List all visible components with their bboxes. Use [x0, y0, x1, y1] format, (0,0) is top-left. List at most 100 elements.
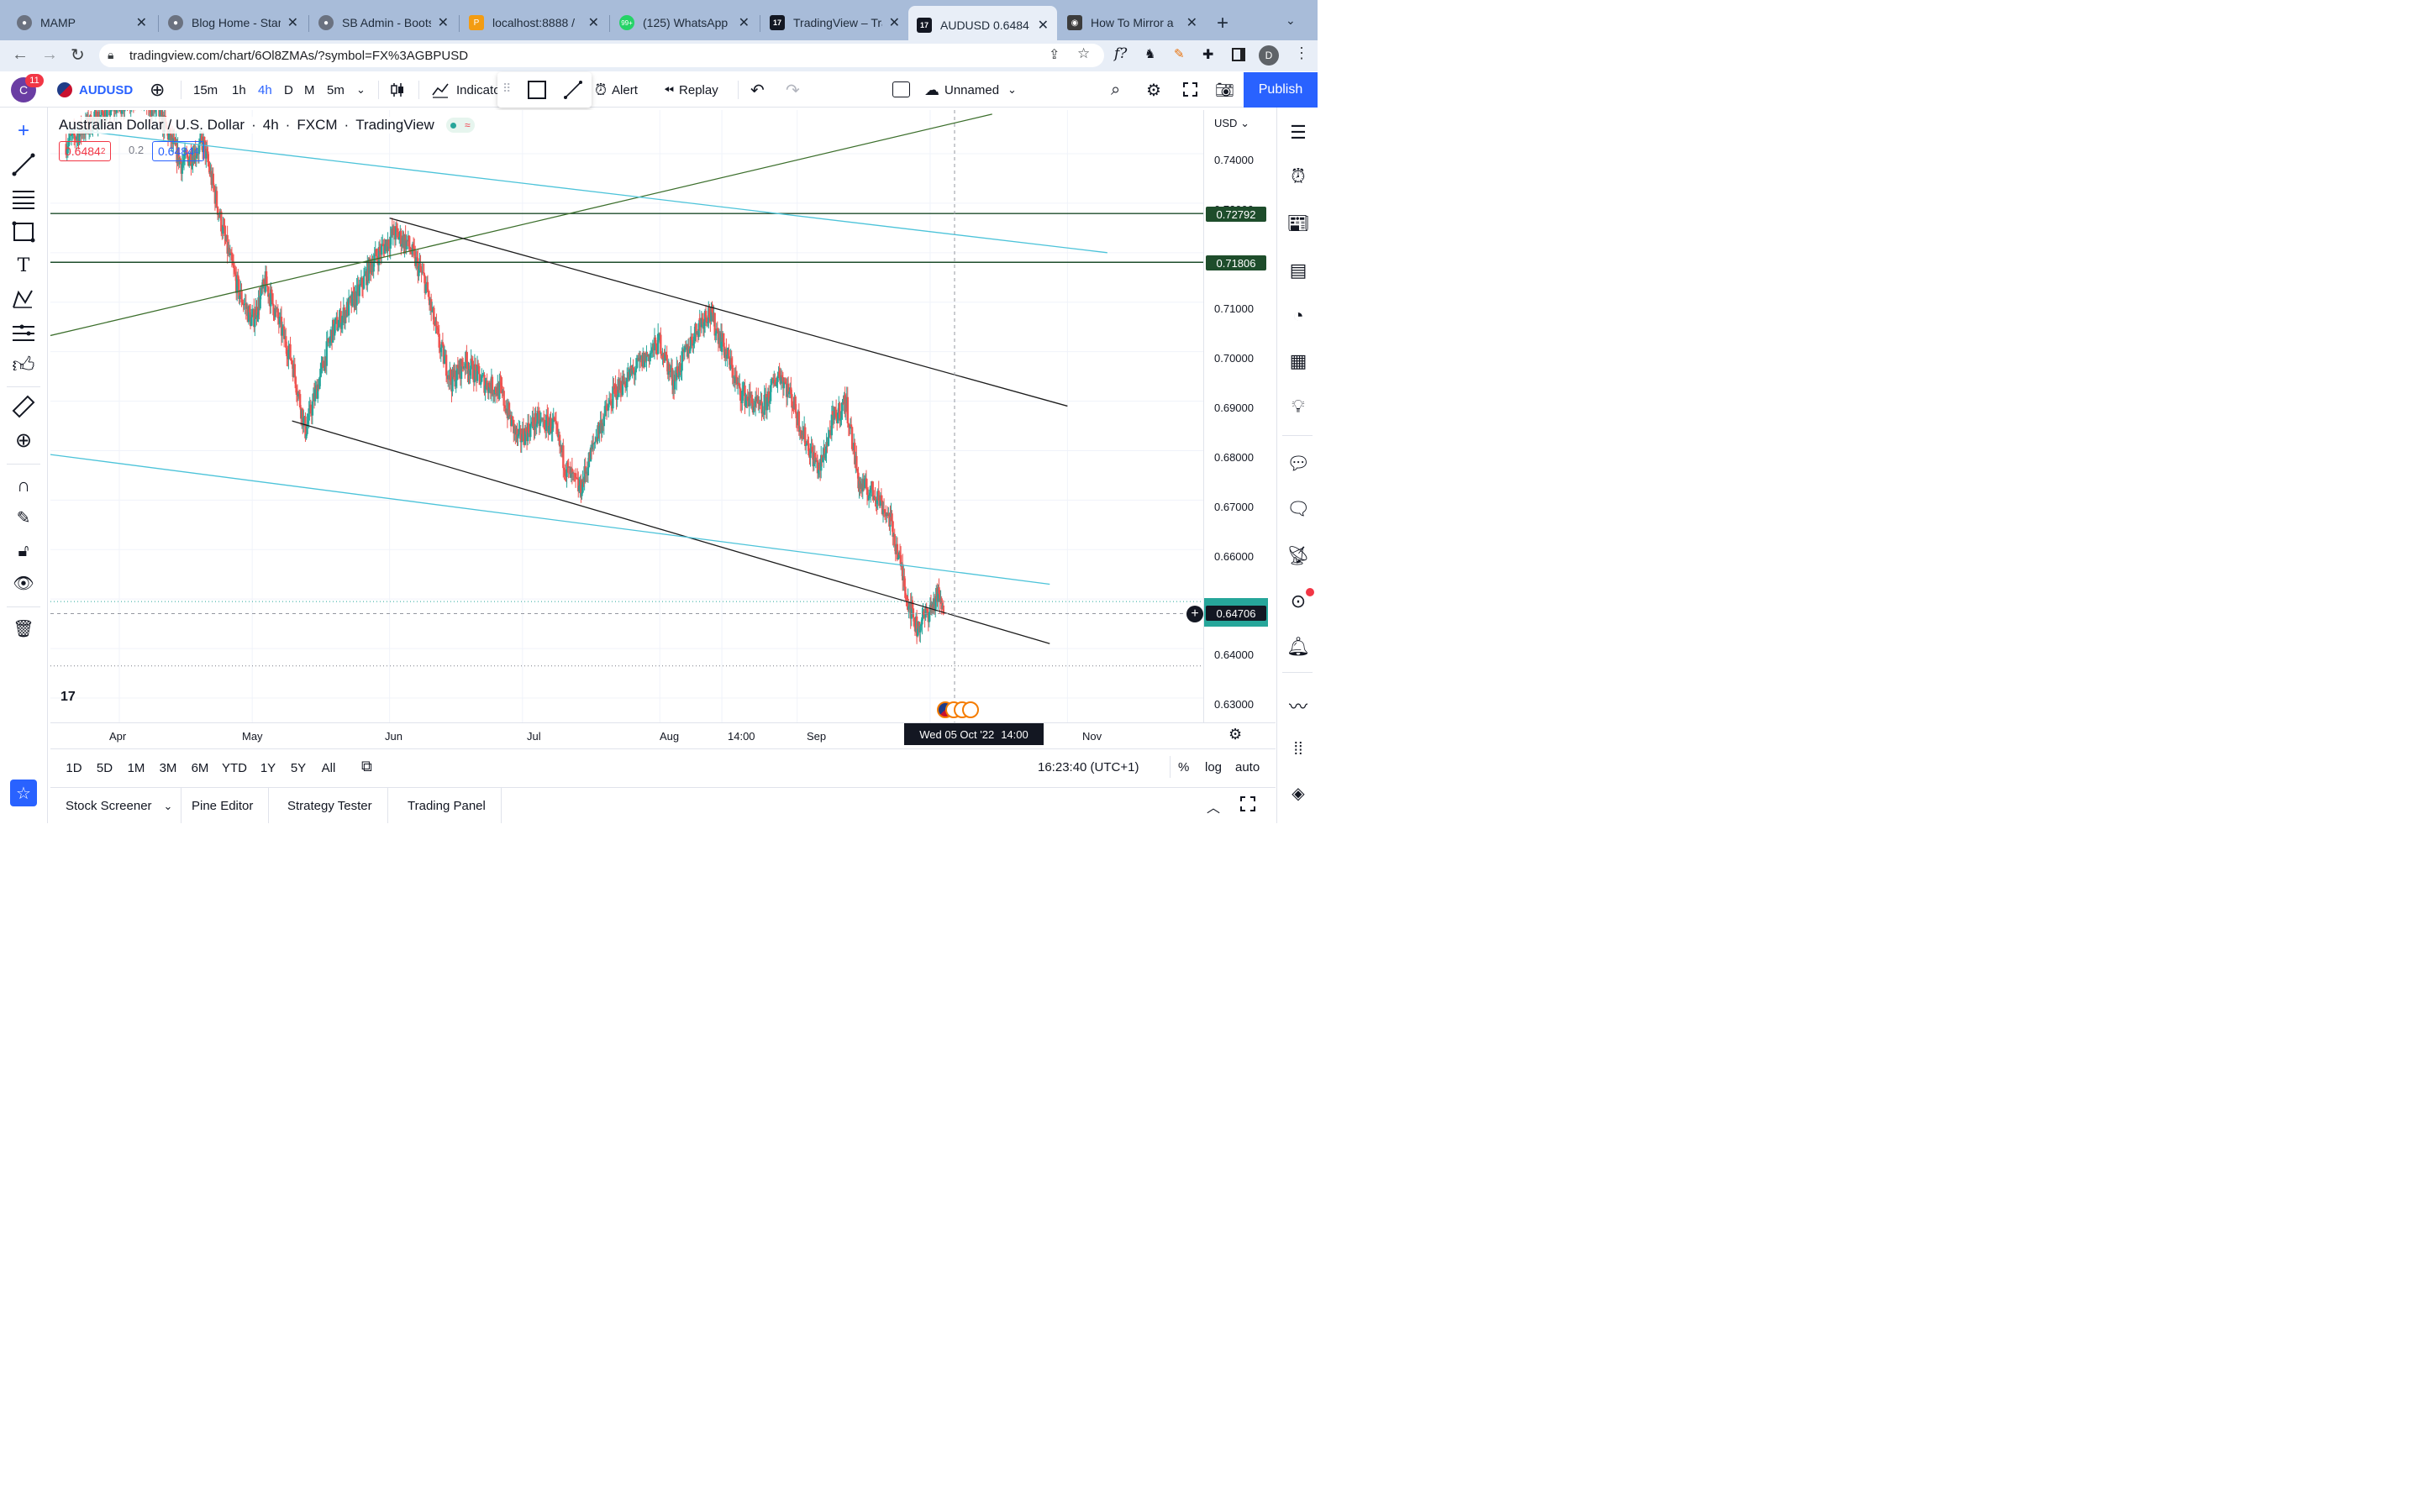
shape-tool-icon[interactable] — [10, 218, 37, 245]
rectangle-tool-icon[interactable] — [528, 81, 546, 99]
lock-drawings-icon[interactable]: 🔓︎ — [18, 541, 29, 560]
sell-button[interactable]: 0.6484 2 — [59, 141, 112, 161]
chart-pane[interactable]: Australian Dollar / U.S. Dollar · 4h · F… — [50, 110, 1203, 722]
close-tab-icon[interactable]: ✕ — [1037, 18, 1049, 33]
profile-avatar[interactable]: D — [1259, 45, 1279, 66]
bookmark-star-icon[interactable]: ☆ — [1077, 45, 1091, 61]
sidepanel-icon[interactable] — [1232, 48, 1245, 61]
news-icon[interactable]: 📰︎ — [1286, 213, 1310, 234]
search-icon[interactable]: ⌕ — [1111, 80, 1121, 99]
trend-line-icon[interactable] — [10, 151, 37, 178]
streams-icon[interactable]: 📡︎ — [1286, 545, 1310, 566]
event-icon[interactable] — [962, 701, 979, 718]
stay-drawing-icon[interactable]: ✎ — [16, 508, 31, 528]
close-tab-icon[interactable]: ✕ — [135, 16, 147, 30]
broadcast-icon[interactable]: ⊙ — [1290, 591, 1307, 612]
maximize-panel-icon[interactable] — [1240, 796, 1255, 811]
range-button-1y[interactable]: 1Y — [260, 760, 276, 775]
fullscreen-icon[interactable] — [1183, 82, 1197, 97]
layout-name-button[interactable]: ☁︎ Unnamed ⌄ — [924, 72, 1017, 108]
layout-select-icon[interactable] — [892, 81, 910, 97]
close-tab-icon[interactable]: ✕ — [287, 16, 298, 30]
pen-extension-icon[interactable]: ✎ — [1174, 47, 1185, 61]
tradingview-logo[interactable]: 17 — [60, 690, 76, 704]
symbol-search-button[interactable]: AUDUSD — [57, 72, 133, 108]
ideas-lightbulb-icon[interactable]: 💡︎ — [1292, 396, 1305, 417]
undo-icon[interactable]: ↶ — [750, 81, 765, 100]
chevron-down-icon[interactable]: ⌄ — [163, 799, 173, 812]
layers-icon[interactable]: ◈ — [1292, 784, 1305, 803]
trading-panel-tab[interactable]: Trading Panel — [392, 788, 502, 823]
thumbs-up-icon[interactable]: 👍︎ — [12, 351, 35, 377]
interval-15m[interactable]: 15m — [193, 72, 218, 108]
replay-button[interactable]: ⏪︎ Replay — [664, 72, 718, 108]
auto-toggle[interactable]: auto — [1235, 760, 1260, 774]
indicators-button[interactable]: Indicato — [431, 72, 501, 108]
pattern-tool-icon[interactable] — [10, 286, 37, 312]
legend-symbol-title[interactable]: Australian Dollar / U.S. Dollar — [59, 117, 245, 133]
interval-5m[interactable]: 5m — [327, 72, 345, 108]
share-icon[interactable]: ⇪ — [1049, 48, 1060, 62]
range-button-5d[interactable]: 5D — [96, 760, 113, 775]
alerts-clock-icon[interactable]: ⏰︎ — [1291, 165, 1306, 186]
compare-add-icon[interactable]: ⊕ — [150, 79, 166, 100]
favorites-star-icon[interactable]: ☆ — [10, 780, 37, 806]
range-button-ytd[interactable]: YTD — [222, 760, 247, 775]
text-tool-icon[interactable]: T — [17, 255, 30, 276]
range-button-6m[interactable]: 6M — [191, 760, 209, 775]
interval-1h[interactable]: 1h — [232, 72, 246, 108]
range-button-1m[interactable]: 1M — [127, 760, 145, 775]
price-chart[interactable] — [50, 110, 1203, 722]
axis-settings-gear-icon[interactable]: ⚙ — [1228, 726, 1243, 743]
zoom-in-icon[interactable]: ⊕ — [14, 428, 33, 452]
close-tab-icon[interactable]: ✕ — [437, 16, 449, 30]
redo-icon[interactable]: ↷ — [786, 81, 800, 100]
market-status-badge[interactable]: ≈ — [445, 118, 475, 133]
interval-d[interactable]: D — [284, 72, 293, 108]
formula-extension-icon[interactable]: f? — [1114, 45, 1128, 62]
browser-tab[interactable]: ● MAMP ✕ — [8, 7, 155, 39]
browser-menu-icon[interactable]: ⋮ — [1294, 45, 1309, 61]
interval-4h[interactable]: 4h — [258, 72, 272, 108]
calendar-icon[interactable]: ▦ — [1289, 350, 1307, 371]
browser-tab-active[interactable]: 17 AUDUSD 0.6484 ✕ — [908, 6, 1057, 45]
crosshair-tool-icon[interactable]: + — [17, 119, 29, 142]
url-bar[interactable]: 🔒︎ tradingview.com/chart/6Ol8ZMAs/?symbo… — [99, 44, 1104, 67]
browser-tab[interactable]: ● SB Admin - Boots ✕ — [310, 7, 457, 39]
close-tab-icon[interactable]: ✕ — [1186, 16, 1197, 30]
percent-toggle[interactable]: % — [1178, 760, 1190, 774]
drag-handle-icon[interactable]: ⠿ — [502, 81, 512, 95]
extension-icon[interactable]: ♞ — [1144, 47, 1156, 61]
alert-button[interactable]: ⏰︎ Alert — [595, 72, 638, 108]
dom-icon[interactable]: ⁞⁞ — [1293, 739, 1303, 759]
watchlist-icon[interactable]: ☰ — [1290, 122, 1307, 143]
pine-wave-icon[interactable]: 〰 — [1288, 696, 1307, 717]
prediction-tool-icon[interactable] — [10, 319, 37, 346]
close-tab-icon[interactable]: ✕ — [888, 16, 900, 30]
notifications-bell-icon[interactable]: 🔔︎ — [1286, 636, 1310, 657]
back-icon[interactable]: ← — [12, 45, 29, 64]
range-button-3m[interactable]: 3M — [159, 760, 177, 775]
collapse-panel-icon[interactable]: ︿ — [1207, 801, 1221, 816]
new-tab-icon[interactable]: + — [1217, 12, 1229, 34]
price-scale[interactable]: USD ⌄ 0.740000.730000.720000.710000.7000… — [1203, 110, 1276, 722]
trash-icon[interactable]: 🗑︎ — [13, 619, 34, 638]
publish-button[interactable]: Publish — [1244, 72, 1318, 108]
crosshair-plus-icon[interactable]: + — [1186, 606, 1203, 622]
strategy-tester-tab[interactable]: Strategy Tester — [272, 788, 388, 823]
range-button-5y[interactable]: 5Y — [290, 760, 307, 775]
range-button-all[interactable]: All — [321, 760, 336, 775]
chart-type-button[interactable] — [389, 72, 406, 108]
browser-tab[interactable]: ◉ How To Mirror a ✕ — [1059, 7, 1206, 39]
settings-gear-icon[interactable]: ⚙ — [1146, 81, 1161, 100]
magnet-icon[interactable]: ∩ — [17, 475, 30, 496]
time-axis[interactable]: Apr May Jun Jul Aug 14:00 Sep Nov Wed 05… — [50, 722, 1276, 748]
fib-lines-icon[interactable] — [10, 185, 37, 212]
forward-icon[interactable]: → — [41, 45, 58, 64]
buy-button[interactable]: 0.6484 4 — [152, 141, 205, 161]
currency-selector[interactable]: USD ⌄ — [1214, 117, 1249, 129]
tab-search-icon[interactable]: ⌄ — [1286, 13, 1296, 27]
timezone-clock[interactable]: 16:23:40 (UTC+1) — [1038, 760, 1139, 774]
eye-icon[interactable]: 👁︎ — [13, 574, 34, 593]
close-tab-icon[interactable]: ✕ — [738, 16, 750, 30]
